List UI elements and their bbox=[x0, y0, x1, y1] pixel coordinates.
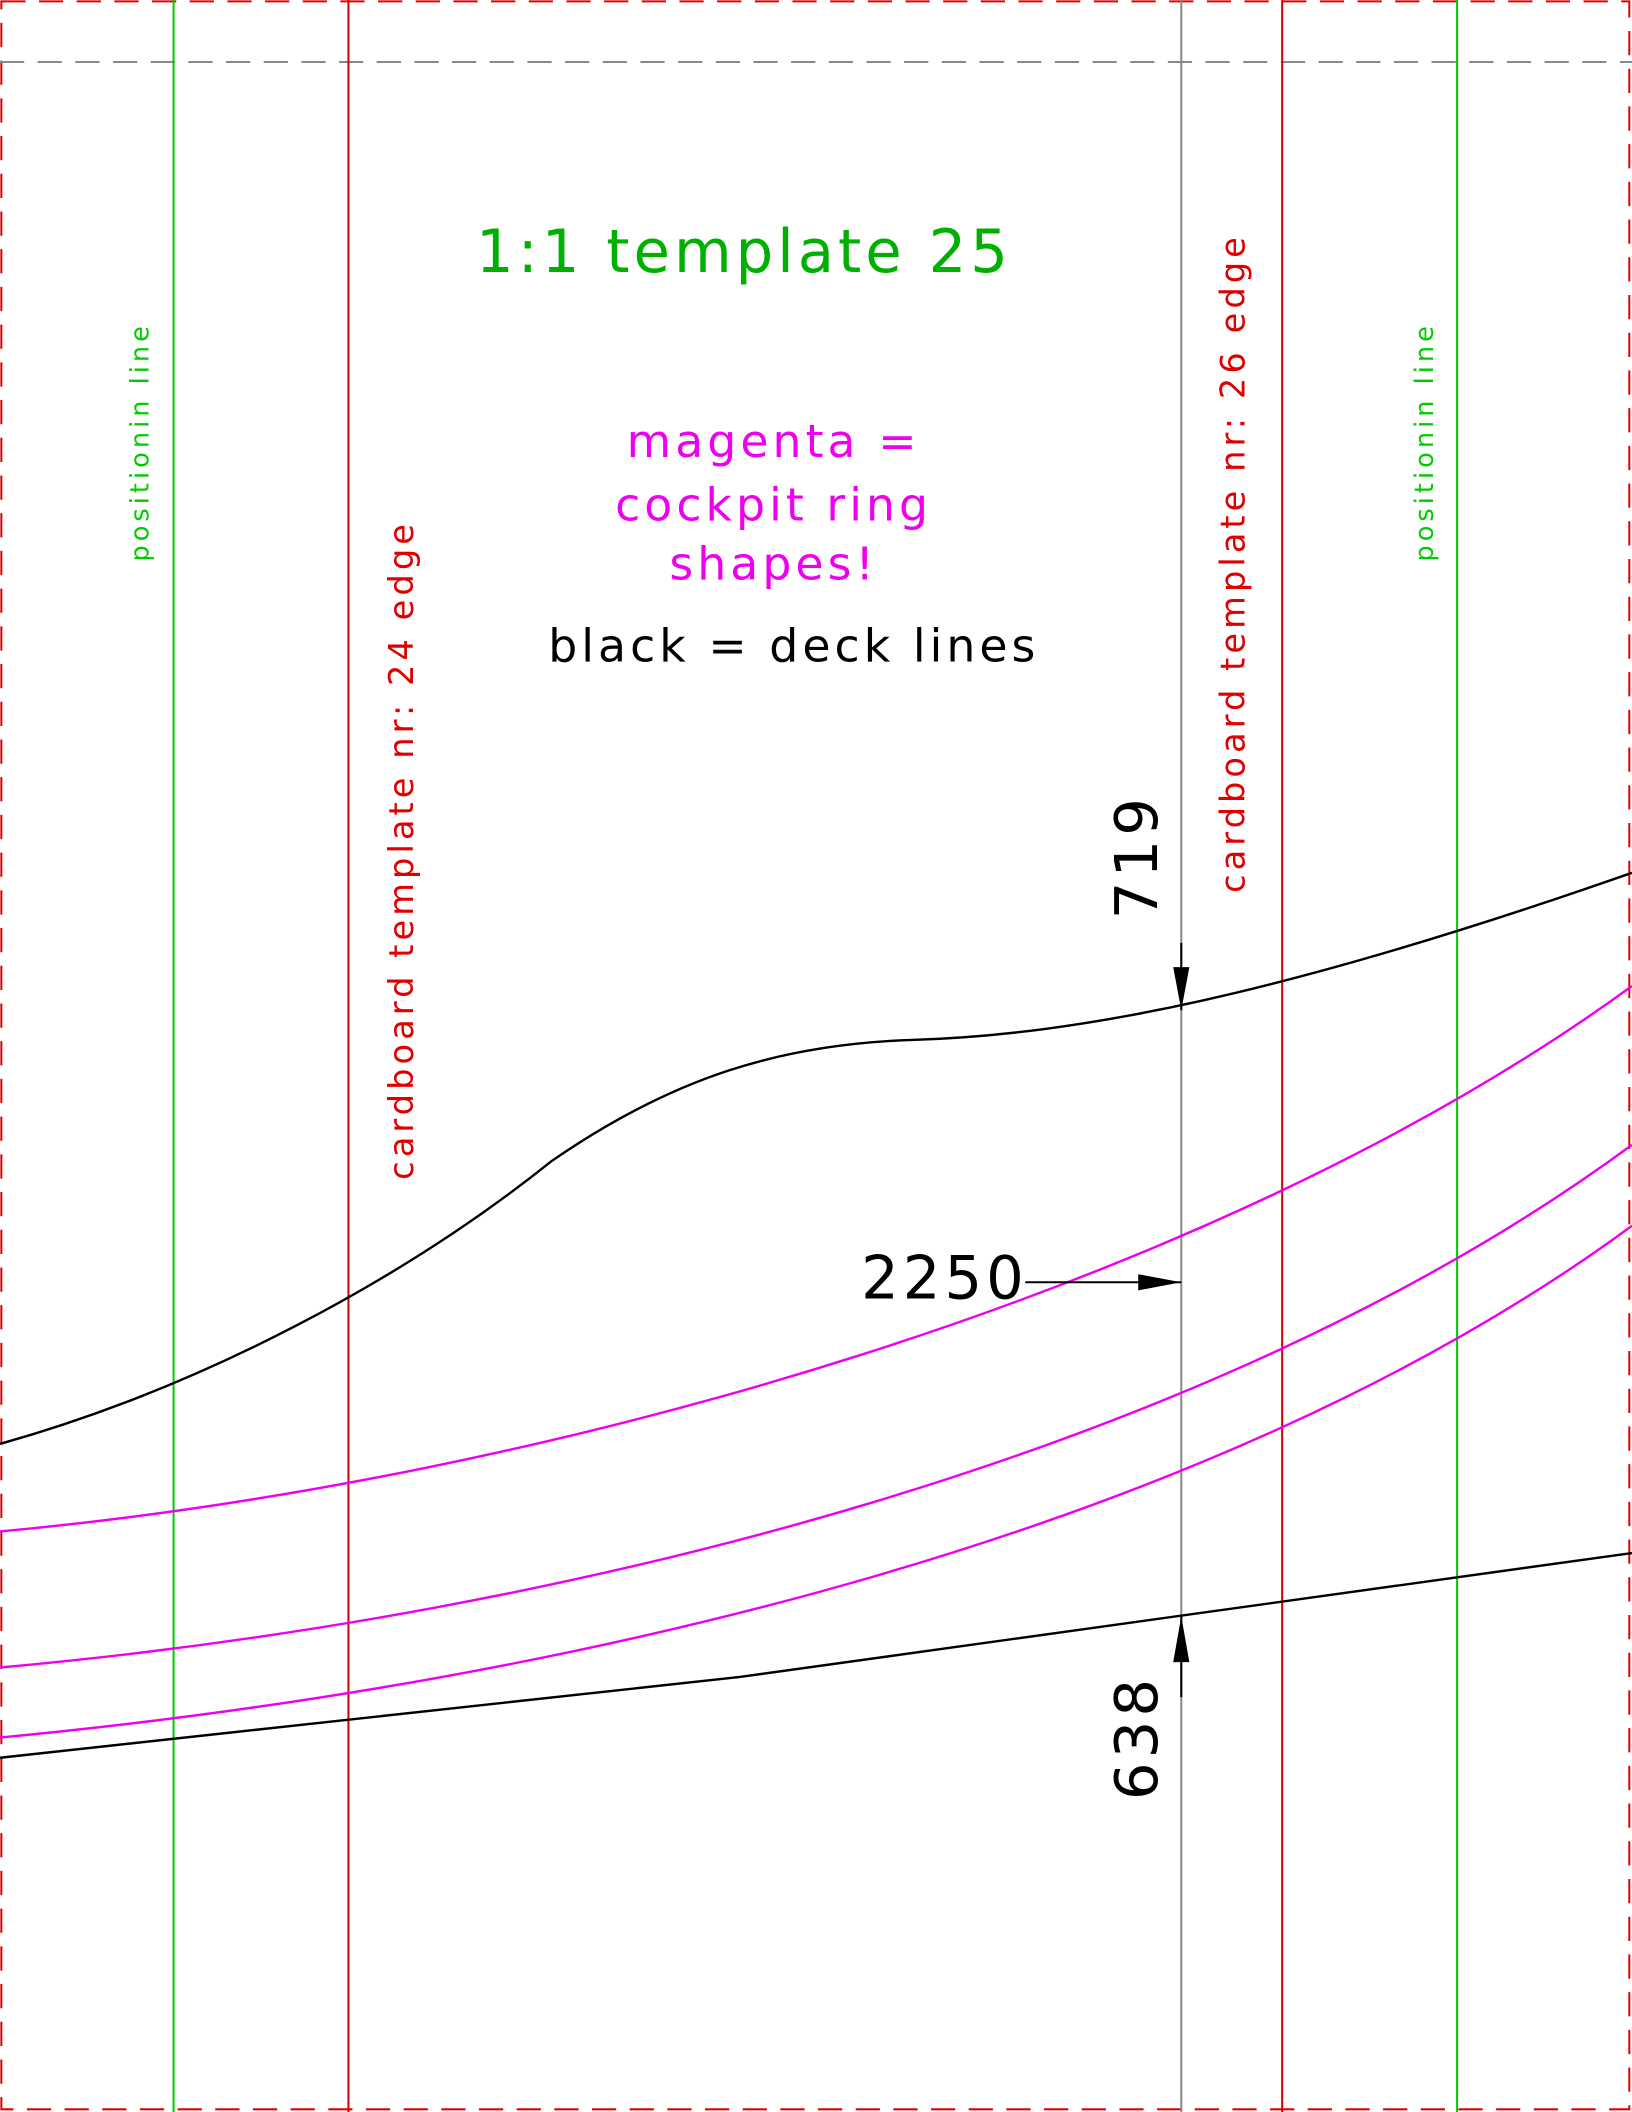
legend-text: shapes! bbox=[669, 538, 877, 591]
edge-label: cardboard template nr: 26 edge bbox=[1214, 233, 1253, 893]
dimension-label: 2250 bbox=[861, 1243, 1028, 1312]
arrowhead bbox=[1173, 1616, 1190, 1663]
edge-label: cardboard template nr: 24 edge bbox=[382, 520, 421, 1180]
arrowhead bbox=[1138, 1274, 1182, 1291]
dimension-label: 719 bbox=[1102, 794, 1171, 919]
cockpit-ring bbox=[0, 1143, 1632, 1669]
legend-text: magenta = bbox=[627, 415, 921, 468]
legend-text: black = deck lines bbox=[548, 620, 1039, 673]
deck-line bbox=[0, 1551, 1632, 1759]
title: 1:1 template 25 bbox=[476, 217, 1012, 286]
positioning-label: positionin line bbox=[125, 322, 155, 562]
cockpit-ring bbox=[0, 1224, 1632, 1739]
positioning-label: positionin line bbox=[1410, 322, 1440, 562]
deck-line bbox=[0, 871, 1632, 1446]
cockpit-ring bbox=[0, 984, 1632, 1533]
arrowhead bbox=[1173, 967, 1190, 1011]
legend-text: cockpit ring bbox=[615, 478, 932, 531]
dimension-label: 638 bbox=[1102, 1675, 1171, 1800]
